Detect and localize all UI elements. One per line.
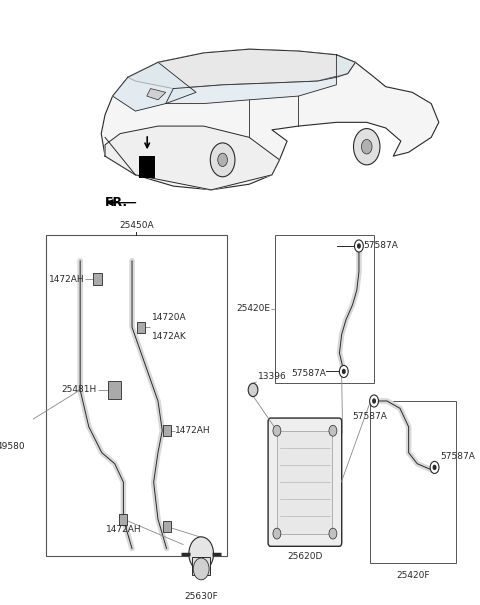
Text: 25620D: 25620D <box>287 552 323 561</box>
Bar <box>93 273 102 286</box>
Circle shape <box>342 368 346 374</box>
Text: 25630F: 25630F <box>184 592 218 601</box>
Polygon shape <box>113 62 196 111</box>
Bar <box>192 557 210 575</box>
Text: 57587A: 57587A <box>440 453 475 462</box>
Polygon shape <box>147 88 166 100</box>
Text: 1472AH: 1472AH <box>106 525 142 534</box>
Circle shape <box>361 139 372 154</box>
Circle shape <box>329 425 337 436</box>
Circle shape <box>355 240 363 252</box>
Bar <box>277 431 333 534</box>
Polygon shape <box>128 49 355 88</box>
Bar <box>137 322 144 333</box>
Circle shape <box>339 365 348 378</box>
Circle shape <box>273 528 281 539</box>
Text: 25420E: 25420E <box>236 304 270 313</box>
Text: 25420F: 25420F <box>396 571 430 580</box>
Circle shape <box>13 424 17 430</box>
Bar <box>163 425 170 436</box>
Circle shape <box>210 143 235 177</box>
Bar <box>370 401 456 563</box>
Circle shape <box>11 421 20 433</box>
Bar <box>163 521 170 532</box>
Text: 14720A: 14720A <box>152 313 186 322</box>
Circle shape <box>432 465 436 470</box>
Circle shape <box>193 558 209 580</box>
Bar <box>275 235 374 382</box>
Polygon shape <box>105 126 279 190</box>
Text: 1472AH: 1472AH <box>48 275 84 284</box>
Circle shape <box>370 395 378 407</box>
Text: 49580: 49580 <box>0 442 25 451</box>
Circle shape <box>329 528 337 539</box>
Text: 1472AH: 1472AH <box>175 426 211 435</box>
Polygon shape <box>101 49 439 190</box>
Polygon shape <box>166 77 336 103</box>
Text: 57587A: 57587A <box>363 241 398 250</box>
Text: 1472AK: 1472AK <box>152 332 186 341</box>
Bar <box>139 157 155 178</box>
Polygon shape <box>336 55 355 77</box>
FancyBboxPatch shape <box>268 418 342 546</box>
Circle shape <box>189 537 214 571</box>
Text: 13396: 13396 <box>257 372 286 381</box>
Circle shape <box>357 243 361 249</box>
Circle shape <box>273 425 281 436</box>
Bar <box>120 514 127 525</box>
Circle shape <box>372 398 376 404</box>
Circle shape <box>430 462 439 474</box>
Circle shape <box>248 384 258 397</box>
Text: 57587A: 57587A <box>352 412 387 421</box>
Circle shape <box>353 129 380 165</box>
Text: 25450A: 25450A <box>119 221 154 230</box>
Bar <box>46 235 227 556</box>
Circle shape <box>218 153 228 166</box>
Text: 25481H: 25481H <box>62 385 97 394</box>
Text: FR.: FR. <box>105 196 129 209</box>
Bar <box>108 381 121 399</box>
Text: 57587A: 57587A <box>291 369 326 378</box>
